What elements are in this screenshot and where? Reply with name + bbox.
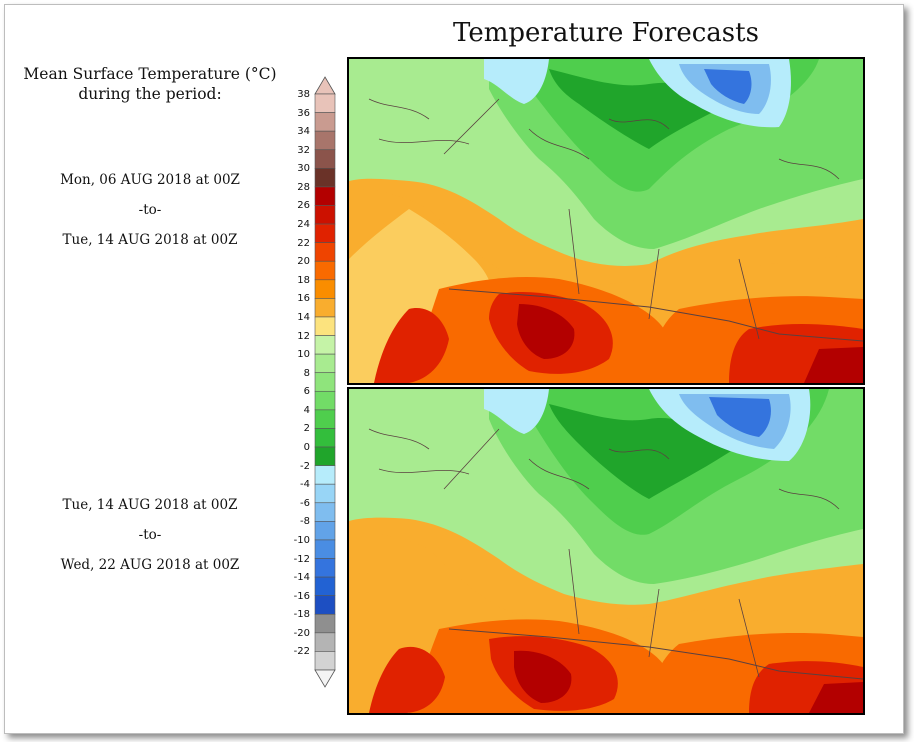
page-title: Temperature Forecasts [453,18,759,48]
color-bar-tick-label: 32 [297,144,310,156]
panel-2-end-date: Wed, 22 AUG 2018 at 00Z [60,557,240,573]
color-bar-swatch [314,260,336,281]
color-bar-tick-label: 0 [303,442,310,454]
color-bar-tick-label: 18 [297,274,310,286]
legend-heading-line-1: Mean Surface Temperature (°C) [23,65,277,83]
panel-1-separator: -to- [138,202,162,218]
color-bar-tick-label: 20 [297,256,310,268]
color-bar-tick-label: -20 [293,627,310,639]
color-bar-tick-label: -12 [293,553,310,565]
color-bar-tick-label: 24 [297,219,310,231]
color-bar-swatch [314,483,336,504]
color-bar-bottom-arrow [314,669,336,688]
color-bar-tick-label: 6 [303,386,310,398]
forecast-map-week-1 [347,57,865,385]
color-bar-swatch [314,446,336,466]
color-bar-tick-label: 28 [297,181,310,193]
color-bar-swatch [314,428,336,448]
color-bar-tick-label: 38 [297,89,310,100]
panel-2-separator: -to- [138,527,162,543]
color-bar-swatch [314,521,336,541]
color-bar-swatch [314,279,336,299]
color-bar-swatch [314,613,336,634]
color-bar-tick-label: -22 [293,646,310,658]
color-bar-tick-label: -6 [300,497,310,509]
legend-heading: Mean Surface Temperature (°C) during the… [20,64,280,104]
color-bar-tick-label: -8 [300,516,310,528]
color-bar-swatch [314,112,336,132]
color-bar-tick-label: 8 [303,367,310,379]
temperature-color-bar [314,76,336,688]
color-bar-swatch [314,335,336,355]
color-bar-tick-label: 22 [297,237,310,249]
color-bar-swatch [314,130,336,151]
panel-1-start-date: Mon, 06 AUG 2018 at 00Z [60,172,240,188]
color-bar-swatch [314,316,336,336]
color-bar-tick-label: -10 [293,534,310,546]
color-bar-tick-label: -2 [300,460,310,472]
color-bar-swatch [314,372,336,392]
color-bar-tick-label: -4 [300,479,310,491]
color-bar-swatch [314,539,336,559]
color-bar-swatch [314,558,336,578]
color-bar-swatch [314,168,336,188]
color-bar-swatch [314,632,336,652]
color-bar-swatch [314,242,336,262]
color-bar-tick-label: 14 [297,311,310,323]
color-bar-swatch [314,93,336,113]
panel-1-end-date: Tue, 14 AUG 2018 at 00Z [62,232,238,248]
color-bar-swatch [314,502,336,522]
forecast-map-week-2 [347,387,865,715]
panel-2-start-date: Tue, 14 AUG 2018 at 00Z [62,497,238,513]
color-bar-tick-label: 12 [297,330,310,342]
color-bar-tick-label: 36 [297,107,310,119]
color-bar-tick-label: -14 [293,572,310,584]
color-bar-tick-label: 34 [297,126,310,138]
color-bar-swatch [314,298,336,318]
color-bar-tick-label: 30 [297,163,310,175]
color-bar-swatch [314,186,336,206]
color-bar-swatch [314,353,336,374]
color-bar-tick-label: -18 [293,609,310,621]
color-bar-swatch [314,409,336,429]
color-bar-swatch [314,223,336,243]
color-bar-swatch [314,149,336,169]
color-bar-swatch [314,576,336,596]
color-bar-swatch [314,595,336,615]
color-bar-swatch [314,205,336,225]
color-bar-top-arrow [314,76,336,95]
color-bar-tick-label: 16 [297,293,310,305]
color-bar-tick-label: 10 [297,349,310,361]
legend-heading-line-2: during the period: [78,85,222,103]
color-bar-swatch [314,390,336,411]
color-bar-tick-label: 2 [303,423,310,435]
color-bar-tick-label: 26 [297,200,310,212]
color-bar-swatch [314,651,336,671]
color-bar-swatch [314,465,336,485]
color-bar-tick-label: -16 [293,590,310,602]
color-bar-tick-label: 4 [303,404,310,416]
